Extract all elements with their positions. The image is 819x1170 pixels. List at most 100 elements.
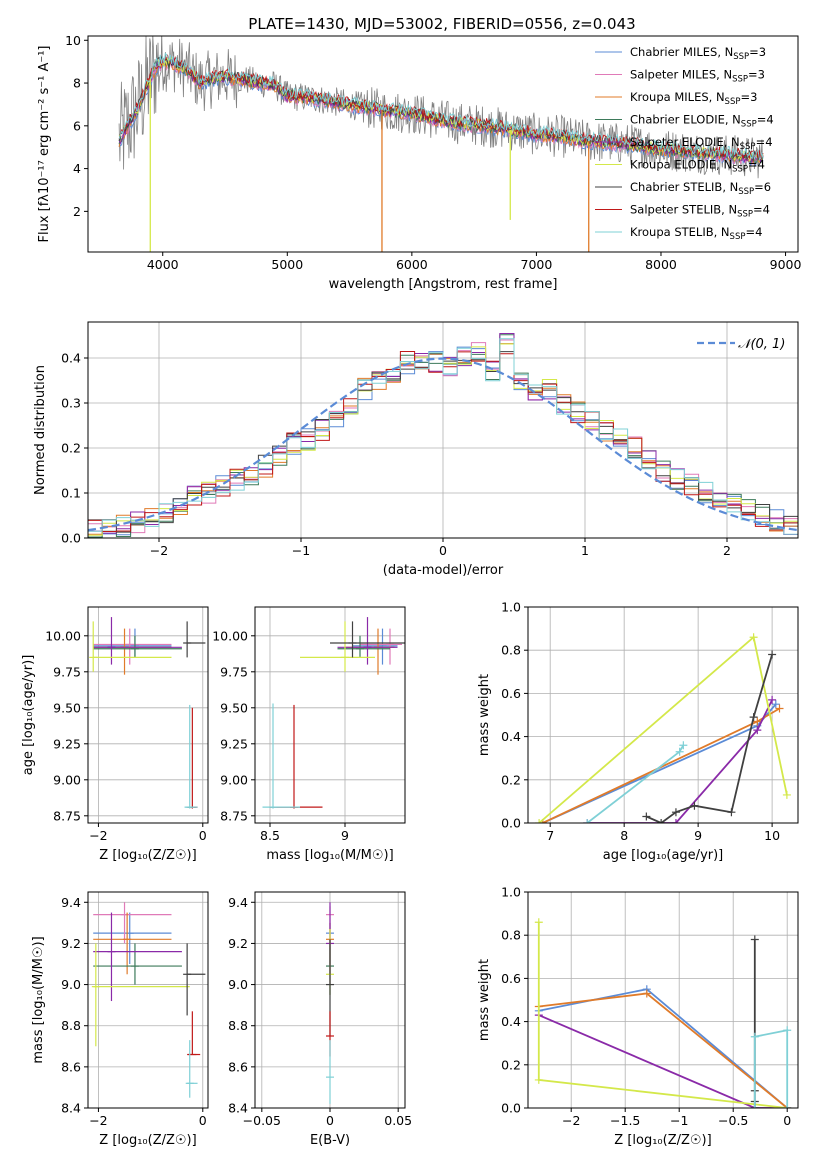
x-tick-label-1: 0: [199, 828, 207, 843]
weight-marker-kroupa-stelib: [783, 1026, 792, 1035]
weight-line-salpeter-elodie: [538, 1014, 788, 1108]
x-tick-label-2: 6000: [396, 257, 428, 272]
panel-5: −2 0 8.4 8.6 8.8 9.0 9.2 9.4 Z [log₁₀(Z/Z☉)] mass…: [31, 891, 209, 1148]
weight-marker-chabrier-stelib: [750, 935, 759, 944]
y-tick-label-3: 9.50: [53, 700, 81, 715]
legend-entry-subscript: SSP: [725, 97, 741, 107]
weight-marker-chabrier-stelib: [768, 650, 777, 659]
panel-0: 4000 5000 6000 7000 8000 9000 2 4 6 8 10 wavelength…: [37, 33, 802, 292]
legend-entry-7: Salpeter STELIB, NSSP=4: [630, 203, 770, 220]
x-tick-label-3: 10: [764, 828, 780, 843]
x-tick-label-0: 7: [546, 828, 554, 843]
legend-entry-count: =3: [749, 45, 766, 59]
y-axis-label: age [log₁₀(age/yr)]: [21, 655, 36, 776]
legend-entry-subscript: SSP: [732, 75, 748, 85]
y-tick-label-0: 2: [73, 204, 81, 219]
x-tick-label-3: 1: [581, 543, 589, 558]
x-axis-label: age [log₁₀(age/yr)]: [603, 848, 724, 863]
y-tick-label-5: 10.00: [212, 628, 248, 643]
y-tick-label-4: 0.8: [501, 928, 521, 943]
y-tick-label-3: 0.6: [501, 971, 521, 986]
legend-entry-subscript: SSP: [740, 142, 756, 152]
y-axis-label: mass weight: [477, 674, 492, 756]
plot-area: [262, 617, 405, 809]
model-spectrum-kroupa-stelib: [118, 52, 764, 161]
weight-line-kroupa-miles: [538, 992, 788, 1108]
y-axis-label: mass weight: [477, 959, 492, 1041]
weight-marker-chabrier-stelib: [727, 808, 736, 817]
x-tick-label-0: −2: [89, 828, 107, 843]
weight-line-kroupa-elodie: [537, 922, 788, 1108]
x-tick-label-1: 8: [620, 828, 628, 843]
legend-entry-subscript: SSP: [732, 165, 748, 175]
axes-frame: [254, 606, 406, 824]
y-tick-label-1: 9.00: [53, 772, 81, 787]
weight-marker-chabrier-stelib: [690, 801, 699, 810]
x-axis-label: wavelength [Angstrom, rest frame]: [329, 277, 558, 292]
x-tick-label-4: 0: [783, 1113, 791, 1128]
legend-entry-count: =4: [745, 225, 762, 239]
weight-marker-chabrier-stelib: [642, 812, 651, 821]
legend-entry-1: Salpeter MILES, NSSP=3: [630, 68, 765, 85]
x-axis-label: mass [log₁₀(M/M☉)]: [266, 848, 393, 863]
y-axis-label: mass [log₁₀(M/M☉)]: [31, 936, 46, 1063]
axes-frame: [254, 891, 406, 1109]
x-tick-label-0: −2: [89, 1113, 107, 1128]
y-tick-label-2: 9.25: [53, 736, 81, 751]
x-tick-label-5: 9000: [770, 257, 802, 272]
y-tick-label-5: 1.0: [501, 885, 521, 900]
legend-entry-5: Kroupa ELODIE, NSSP=4: [630, 158, 765, 175]
weight-marker-kroupa-stelib: [750, 1104, 759, 1108]
weight-marker-kroupa-stelib: [675, 747, 684, 756]
weight-line-salpeter-elodie: [587, 699, 773, 823]
y-tick-label-5: 9.4: [61, 895, 81, 910]
x-axis-label: Z [log₁₀(Z/Z☉)]: [99, 848, 196, 863]
weight-marker-chabrier-stelib: [749, 713, 758, 722]
x-tick-label-0: −0.05: [243, 1113, 281, 1128]
weight-line-kroupa-stelib: [586, 744, 685, 823]
y-tick-label-4: 9.75: [53, 664, 81, 679]
legend-entry-count: =4: [753, 203, 770, 217]
legend-entry-subscript: SSP: [737, 210, 753, 220]
y-tick-label-2: 6: [73, 118, 81, 133]
weight-marker-kroupa-elodie: [749, 633, 758, 642]
y-tick-label-3: 9.0: [61, 977, 81, 992]
x-tick-label-0: −2: [150, 543, 168, 558]
legend-entry-count: =4: [757, 113, 774, 127]
x-axis-label: E(B-V): [310, 1133, 350, 1148]
y-axis-label: Normed distribution: [33, 365, 48, 495]
y-tick-label-2: 9.25: [220, 736, 248, 751]
x-tick-label-0: 8.5: [260, 828, 280, 843]
y-tick-label-5: 9.4: [228, 895, 248, 910]
legend: Chabrier MILES, NSSP=3 Salpeter MILES, NS…: [595, 45, 774, 242]
chart-title: PLATE=1430, MJD=53002, FIBERID=0556, z=0…: [248, 15, 635, 33]
axes-frame: [87, 321, 799, 539]
y-tick-label-4: 9.2: [228, 936, 248, 951]
y-tick-label-1: 0.2: [501, 1057, 521, 1072]
legend-entry-4: Salpeter ELODIE, NSSP=4: [630, 135, 773, 152]
weight-marker-chabrier-stelib: [657, 819, 666, 823]
histogram-kroupa-stelib: [88, 338, 798, 535]
weight-marker-salpeter-elodie: [753, 726, 762, 735]
y-tick-label-3: 0.6: [501, 686, 521, 701]
y-tick-label-5: 10.00: [45, 628, 81, 643]
x-axis-label: Z [log₁₀(Z/Z☉)]: [99, 1133, 196, 1148]
x-tick-label-4: 8000: [645, 257, 677, 272]
weight-marker-kroupa-elodie: [535, 819, 544, 823]
weight-line-kroupa-stelib: [753, 1029, 789, 1108]
y-tick-label-2: 0.4: [501, 729, 521, 744]
weight-marker-chabrier-stelib: [671, 808, 680, 817]
legend-entry-count: =3: [748, 68, 765, 82]
x-tick-label-2: −1: [670, 1113, 688, 1128]
legend-entry-subscript: SSP: [733, 52, 749, 62]
y-tick-label-1: 9.00: [220, 772, 248, 787]
y-tick-label-3: 0.3: [61, 396, 81, 411]
y-tick-label-0: 8.4: [228, 1101, 248, 1116]
y-tick-label-2: 0.4: [501, 1014, 521, 1029]
y-tick-label-0: 0.0: [61, 531, 81, 546]
y-tick-label-1: 0.1: [61, 486, 81, 501]
y-tick-label-3: 8: [73, 76, 81, 91]
weight-marker-kroupa-stelib: [783, 1104, 792, 1108]
x-tick-label-3: −0.5: [718, 1113, 748, 1128]
legend-entry-subscript: SSP: [741, 120, 757, 130]
